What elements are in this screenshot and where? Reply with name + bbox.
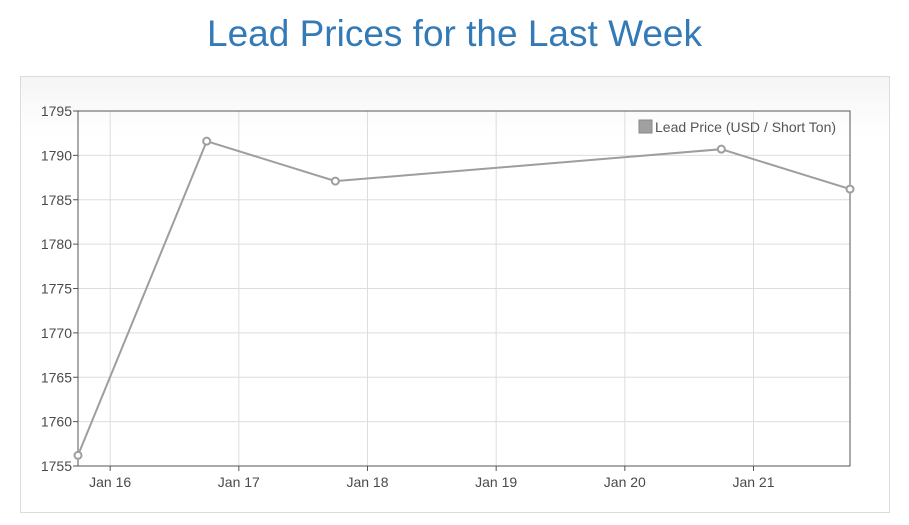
series-group [73, 136, 855, 460]
x-tick-label: Jan 16 [89, 474, 131, 490]
data-point [73, 450, 83, 460]
legend-label: Lead Price (USD / Short Ton) [655, 119, 836, 135]
chart-panel [20, 76, 890, 513]
y-tick-label: 1765 [41, 369, 72, 385]
legend-swatch [638, 119, 653, 134]
x-tick-label: Jan 18 [346, 474, 388, 490]
data-point [845, 184, 855, 194]
x-axis: Jan 16 Jan 17 Jan 18 Jan 19 Jan 20 Jan 21 [89, 466, 775, 490]
y-tick-label: 1755 [41, 458, 72, 474]
y-tick-label: 1760 [41, 414, 72, 430]
grid-lines [78, 110, 850, 467]
y-tick-label: 1780 [41, 236, 72, 252]
x-tick-label: Jan 19 [475, 474, 517, 490]
data-point [330, 176, 340, 186]
x-tick-label: Jan 20 [604, 474, 646, 490]
y-tick-label: 1795 [41, 103, 72, 119]
legend[interactable]: Lead Price (USD / Short Ton) [638, 119, 836, 135]
y-tick-label: 1785 [41, 192, 72, 208]
y-tick-label: 1790 [41, 147, 72, 163]
y-tick-label: 1770 [41, 325, 72, 341]
data-point [716, 144, 726, 154]
x-tick-label: Jan 17 [218, 474, 260, 490]
y-tick-label: 1775 [41, 281, 72, 297]
x-tick-label: Jan 21 [732, 474, 774, 490]
data-point [202, 136, 212, 146]
series-line [77, 139, 851, 456]
y-axis: 1795 1790 1785 1780 1775 1770 1765 1760 1755 [41, 103, 78, 474]
page-title: Lead Prices for the Last Week [207, 13, 702, 54]
